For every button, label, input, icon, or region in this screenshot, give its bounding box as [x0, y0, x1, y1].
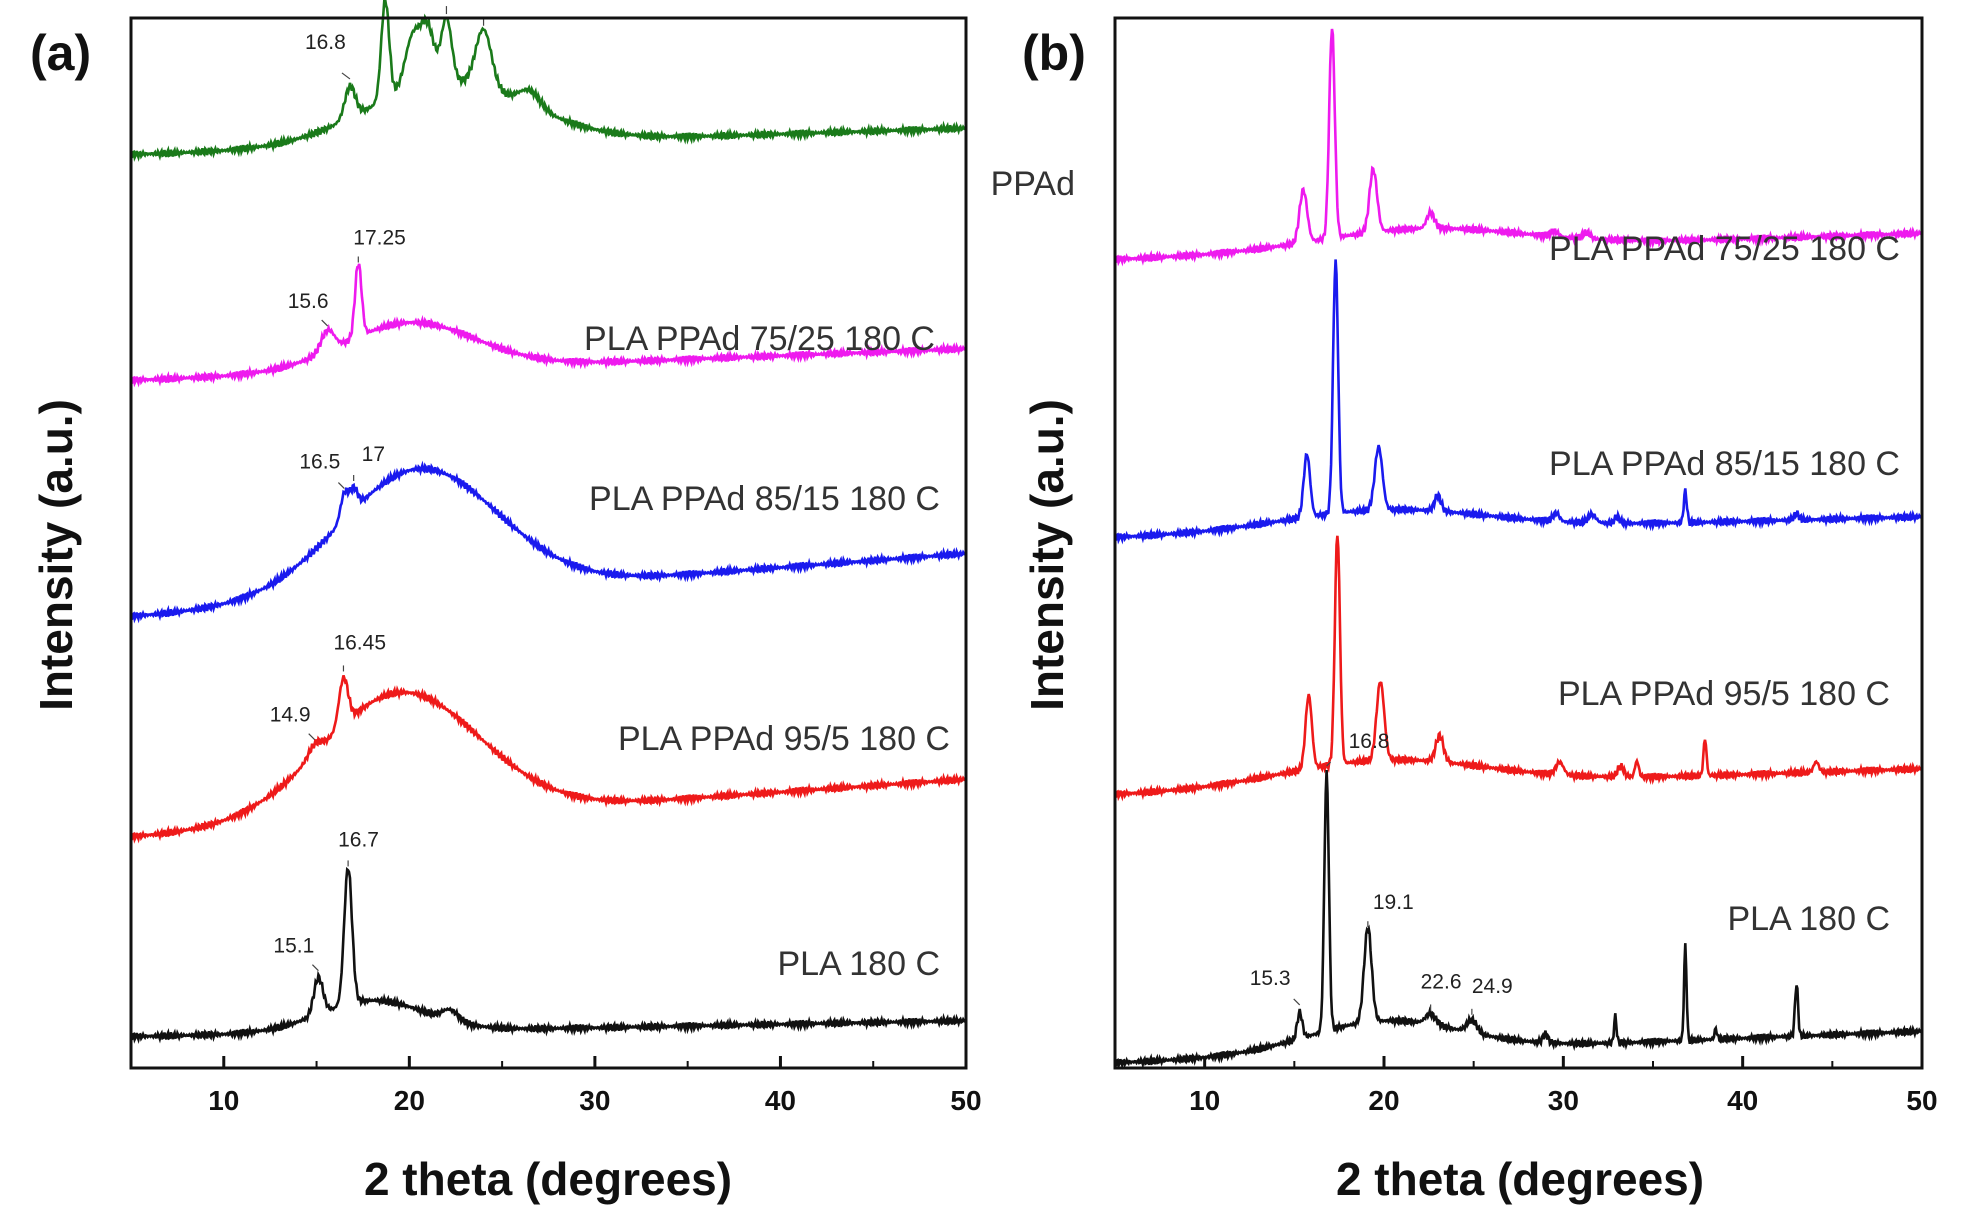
- panel-b-series-line-3: [1113, 770, 1924, 1070]
- panel-a-peak-annotations: 18.7222416.817.2515.616.51716.4514.916.7…: [270, 0, 518, 972]
- panel-b-annotation-3-2: 15.3: [1250, 967, 1291, 990]
- panel-b-series-label-2: PLA PPAd 95/5 180 C: [1558, 675, 1890, 713]
- panel-a: (a) Intensity (a.u.) 2 theta (degrees) 1…: [30, 0, 1075, 1205]
- panel-a-series-line-3: [129, 675, 968, 844]
- panel-b-x-tick-label-30: 30: [1548, 1085, 1579, 1116]
- panel-b-x-tick-label-20: 20: [1368, 1085, 1399, 1116]
- panel-a-series-label-4: PLA 180 C: [777, 945, 940, 983]
- panel-a-x-axis-title: 2 theta (degrees): [364, 1153, 732, 1205]
- panel-a-annotation-leader-4-1: [311, 964, 319, 972]
- panel-b-series-line-1: [1113, 259, 1924, 545]
- panel-a-annotation-3-0: 16.45: [333, 631, 386, 654]
- panel-a-series-line-2: [129, 460, 968, 624]
- panel-a-annotation-4-1: 15.1: [273, 935, 314, 958]
- panel-b-letter: (b): [1022, 25, 1086, 81]
- panel-a-series-label-3: PLA PPAd 95/5 180 C: [618, 720, 950, 758]
- panel-a-series-label-2: PLA PPAd 85/15 180 C: [589, 480, 940, 518]
- panel-b-y-axis-title: Intensity (a.u.): [1021, 399, 1073, 711]
- panel-a-annotation-0-3: 16.8: [305, 31, 346, 54]
- panel-b-annotation-3-4: 24.9: [1472, 975, 1513, 998]
- panel-a-y-axis-title: Intensity (a.u.): [30, 399, 82, 711]
- panel-a-annotation-2-1: 17: [362, 443, 385, 466]
- panel-a-series-labels: PPAd PLA PPAd 75/25 180 C PLA PPAd 85/15 1…: [584, 165, 1075, 983]
- panel-b: (b) Intensity (a.u.) 2 theta (degrees) 1…: [1021, 16, 1938, 1205]
- panel-a-series-label-0: PPAd: [991, 165, 1075, 203]
- panel-a-annotation-leader-2-0: [337, 482, 345, 490]
- panel-a-annotation-2-0: 16.5: [299, 451, 340, 474]
- panel-a-x-tick-label-10: 10: [208, 1085, 239, 1116]
- panel-a-series-line-4: [129, 866, 968, 1044]
- panel-a-annotation-0-2: 24: [494, 0, 518, 5]
- panel-b-series-line-0: [1113, 28, 1924, 267]
- panel-b-plot-frame: [1113, 16, 1924, 1070]
- panel-a-annotation-1-1: 15.6: [288, 290, 329, 313]
- panel-a-annotation-leader-1-1: [321, 319, 329, 327]
- panel-b-annotation-leader-3-0: [1326, 761, 1332, 767]
- panel-a-letter: (a): [30, 25, 91, 81]
- panel-a-x-tick-label-50: 50: [950, 1085, 981, 1116]
- panel-b-series-labels: PLA PPAd 75/25 180 C PLA PPAd 85/15 180 C…: [1549, 230, 1900, 938]
- panel-b-x-ticks: 10 20 30 40 50: [1114, 1056, 1938, 1116]
- panel-b-peak-annotations: 16.8 19.1 15.3 22.6 24.9: [1250, 730, 1513, 1015]
- panel-b-x-tick-label-10: 10: [1189, 1085, 1220, 1116]
- panel-a-annotation-1-0: 17.25: [353, 226, 406, 249]
- panel-a-x-tick-label-40: 40: [765, 1085, 796, 1116]
- panel-a-plot-frame: [129, 16, 968, 1070]
- panel-a-series-lines: [129, 0, 968, 1044]
- panel-b-x-axis-title: 2 theta (degrees): [1336, 1153, 1704, 1205]
- panel-a-annotation-leader-0-3: [341, 72, 351, 80]
- panel-a-annotation-4-0: 16.7: [338, 828, 379, 851]
- panel-b-series-line-2: [1113, 535, 1924, 802]
- panel-b-series-label-1: PLA PPAd 85/15 180 C: [1549, 445, 1900, 483]
- panel-b-annotation-3-1: 19.1: [1373, 891, 1414, 914]
- panel-a-x-ticks: 10 20 30 40 50: [130, 1056, 982, 1116]
- panel-b-series-label-3: PLA 180 C: [1727, 900, 1890, 938]
- panel-b-x-tick-label-40: 40: [1727, 1085, 1758, 1116]
- panel-b-series-lines: [1113, 28, 1924, 1070]
- panel-b-series-label-0: PLA PPAd 75/25 180 C: [1549, 230, 1900, 268]
- panel-a-series-line-0: [129, 0, 968, 162]
- panel-b-x-tick-label-50: 50: [1906, 1085, 1937, 1116]
- panel-a-x-tick-label-20: 20: [394, 1085, 425, 1116]
- panel-a-series-line-1: [129, 263, 968, 388]
- panel-b-annotation-leader-3-2: [1293, 998, 1301, 1006]
- panel-a-annotation-leader-3-1: [308, 733, 316, 741]
- panel-a-annotation-3-1: 14.9: [270, 704, 311, 727]
- panel-a-x-tick-label-30: 30: [579, 1085, 610, 1116]
- panel-a-series-label-1: PLA PPAd 75/25 180 C: [584, 320, 935, 358]
- panel-b-annotation-3-3: 22.6: [1421, 970, 1462, 993]
- panel-b-annotation-3-0: 16.8: [1349, 730, 1390, 753]
